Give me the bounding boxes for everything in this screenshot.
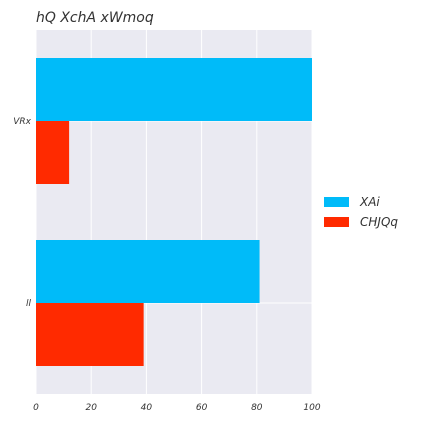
x-tick-label: 80 — [251, 403, 263, 413]
legend-label: CHJQq — [360, 215, 398, 229]
x-tick-label: 0 — [33, 403, 39, 413]
x-tick-label: 60 — [196, 403, 208, 413]
legend-label: XAi — [359, 195, 380, 209]
x-tick-label: 20 — [85, 403, 97, 413]
bar-xai-vrx — [36, 58, 312, 121]
x-tick-label: 100 — [303, 403, 320, 413]
y-tick-label: ll — [26, 299, 32, 309]
y-tick-label: VRx — [13, 117, 31, 127]
x-tick-label: 40 — [141, 403, 153, 413]
bar-chjqq-vrx — [36, 121, 70, 184]
axis-ticks: 0 20 40 60 80 100 VRx ll — [13, 117, 321, 413]
bar-chjqq-ll — [36, 303, 144, 366]
legend-swatch — [324, 197, 349, 207]
chart-title: hQ XchA xWmoq — [36, 10, 154, 26]
legend: XAi CHJQq — [324, 195, 398, 229]
legend-swatch — [324, 217, 349, 227]
bar-xai-ll — [36, 240, 260, 303]
bars — [36, 58, 312, 366]
